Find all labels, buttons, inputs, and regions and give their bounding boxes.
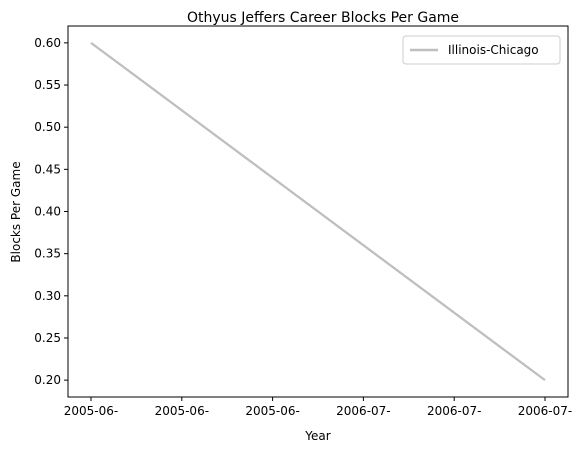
y-tick-label: 0.55	[34, 78, 61, 92]
y-tick-label: 0.20	[34, 373, 61, 387]
y-tick-label: 0.30	[34, 289, 61, 303]
x-tick-label: 2005-06-	[64, 404, 118, 418]
legend: Illinois-Chicago	[402, 35, 561, 65]
y-tick-label: 0.60	[34, 36, 61, 50]
y-tick-label: 0.50	[34, 120, 61, 134]
chart-title: Othyus Jeffers Career Blocks Per Game	[187, 10, 459, 26]
x-axis-label: Year	[304, 429, 330, 443]
x-tick-label: 2006-07-	[427, 404, 481, 418]
y-tick-label: 0.25	[34, 331, 61, 345]
y-axis: 0.20 0.25 0.30 0.35 0.40 0.45 0.50 0.55 0.60	[34, 36, 68, 387]
x-tick-label: 2006-07-	[336, 404, 390, 418]
x-tick-label: 2005-06-	[155, 404, 209, 418]
series-layer	[90, 41, 546, 382]
y-axis-label: Blocks Per Game	[9, 161, 23, 262]
legend-box	[402, 35, 561, 65]
x-axis: 2005-06- 2005-06- 2005-06- 2006-07- 2006-07-…	[64, 397, 572, 418]
y-tick-label: 0.45	[34, 162, 61, 176]
series-line-illinois-chicago	[90, 41, 546, 382]
y-tick-label: 0.40	[34, 205, 61, 219]
x-tick-label: 2005-06-	[245, 404, 299, 418]
legend-label-illinois-chicago: Illinois-Chicago	[448, 43, 539, 57]
x-tick-label: 2006-07-	[518, 404, 572, 418]
y-tick-label: 0.35	[34, 247, 61, 261]
plot-area: 0.20 0.25 0.30 0.35 0.40 0.45 0.50 0.55 0.60 200…	[34, 25, 572, 418]
